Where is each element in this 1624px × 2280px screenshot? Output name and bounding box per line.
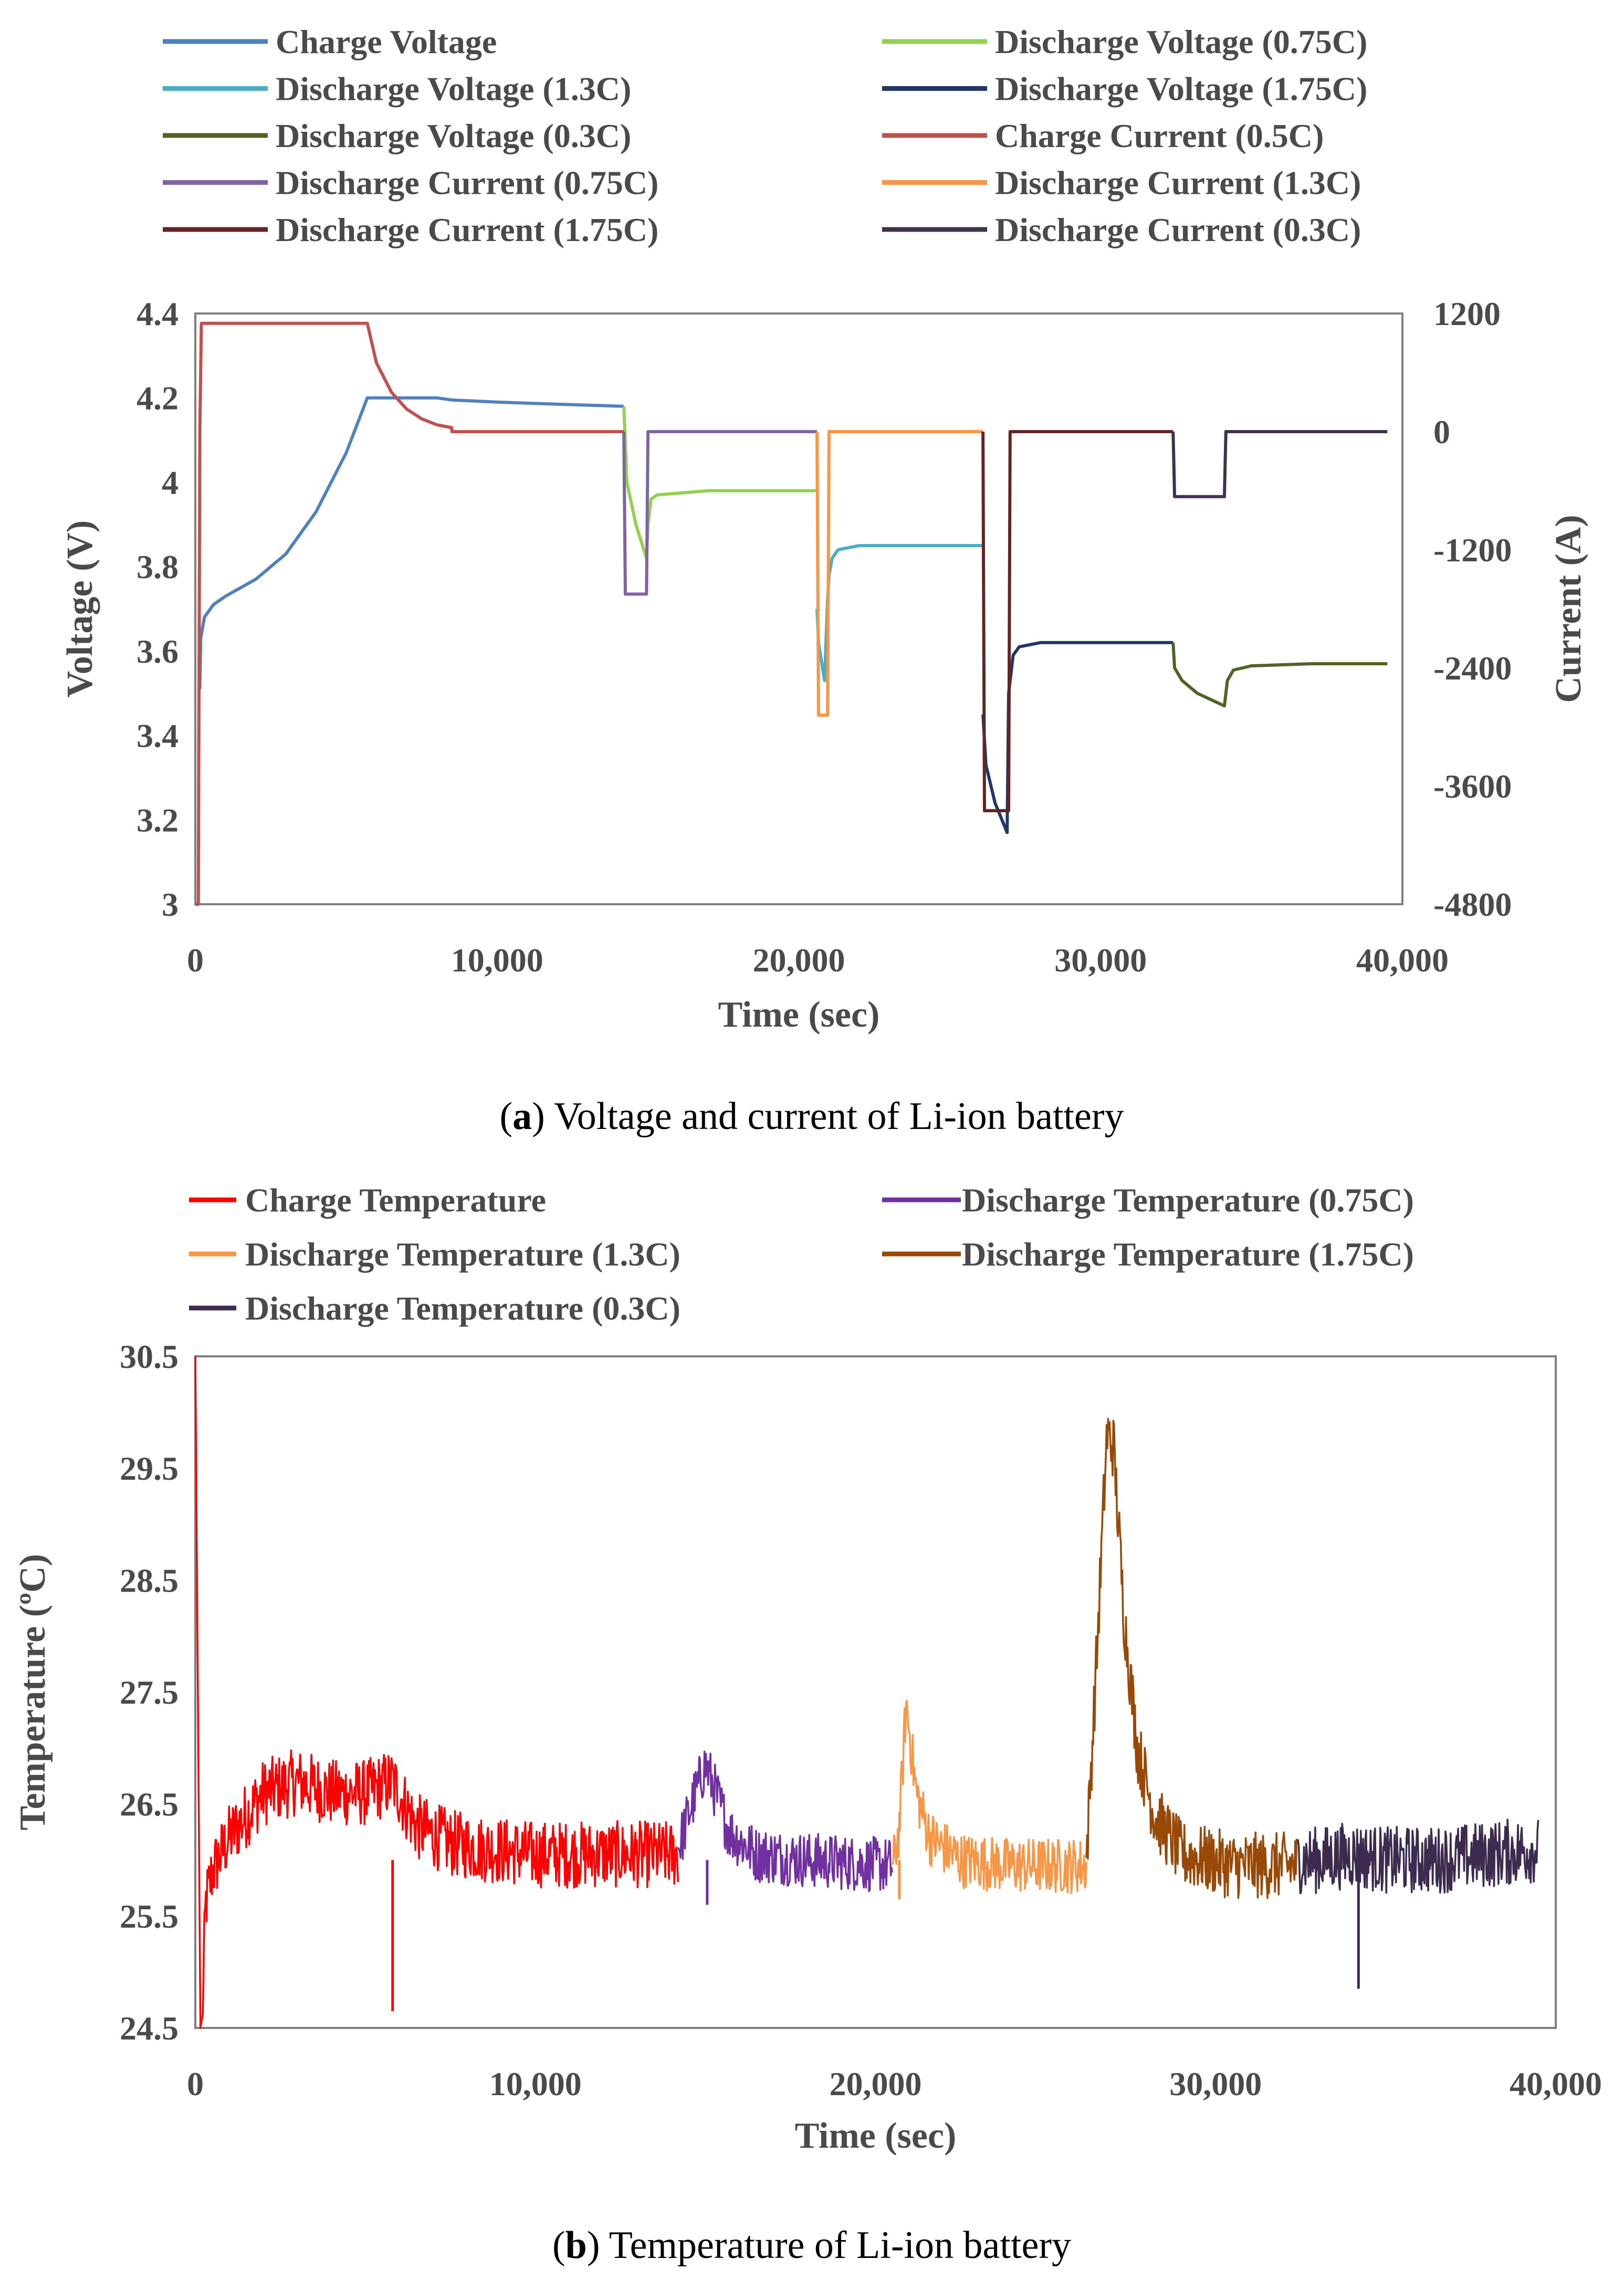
y-tick-label: 3.6: [137, 633, 179, 670]
y-axis-title: Voltage (V): [60, 520, 100, 698]
x-axis-title: Time (sec): [718, 995, 880, 1035]
legend-label: Charge Temperature: [245, 1181, 546, 1219]
legend-label: Discharge Voltage (0.75C): [995, 23, 1367, 60]
series-line: [622, 430, 817, 596]
x-tick-label: 20,000: [753, 942, 845, 979]
y2-tick-label: -3600: [1433, 768, 1512, 805]
y-tick-label: 29.5: [120, 1450, 179, 1487]
y-tick-label: 30.5: [120, 1338, 179, 1375]
legend-label: Discharge Temperature (0.75C): [962, 1181, 1414, 1219]
legend-label: Discharge Voltage (0.3C): [276, 117, 631, 154]
y2-tick-label: 0: [1433, 413, 1450, 451]
y-tick-label: 3: [162, 886, 179, 923]
legend-label: Discharge Voltage (1.75C): [995, 70, 1367, 108]
y2-axis-title: Current (A): [1548, 515, 1589, 703]
legend-label: Discharge Current (0.75C): [276, 164, 658, 202]
y-tick-label: 3.2: [137, 801, 179, 839]
series-line: [1171, 642, 1388, 708]
y-tick-label: 3.8: [137, 548, 179, 585]
y2-tick-label: 1200: [1433, 295, 1501, 332]
y-tick-label: 27.5: [120, 1674, 179, 1711]
y2-tick-label: -4800: [1433, 886, 1512, 923]
legend-label: Discharge Temperature (1.75C): [962, 1236, 1414, 1273]
legend-label: Charge Current (0.5C): [995, 117, 1324, 154]
y-tick-label: 28.5: [120, 1562, 179, 1599]
caption-b: (b) Temperature of Li-ion battery: [552, 2224, 1071, 2267]
caption-text: ) Temperature of Li-ion battery: [587, 2224, 1071, 2267]
series-line: [1085, 1418, 1298, 1899]
x-tick-label: 20,000: [830, 2065, 922, 2103]
caption-a: (a) Voltage and current of Li-ion batter…: [499, 1095, 1124, 1138]
plot-frame: [194, 1355, 1557, 2029]
series-line: [981, 430, 1174, 812]
caption-open: (: [499, 1095, 512, 1138]
series-line: [892, 1699, 1087, 1895]
y-tick-label: 25.5: [120, 1898, 179, 1935]
legend-label: Discharge Current (1.75C): [276, 211, 658, 248]
chart-b: Charge Temperature Discharge Temperature …: [13, 1181, 1602, 2267]
caption-open: (: [552, 2224, 565, 2267]
x-tick-label: 30,000: [1169, 2065, 1262, 2103]
y-axis-title: Temperature (ºC): [13, 1554, 53, 1831]
caption-label: a: [512, 1095, 532, 1138]
y-tick-label: 3.4: [137, 717, 179, 755]
y-tick-label: 24.5: [120, 2010, 179, 2047]
legend-label: Charge Voltage: [276, 23, 497, 60]
x-tick-label: 30,000: [1054, 942, 1147, 979]
legend-label: Discharge Current (1.3C): [995, 164, 1361, 202]
series-line: [622, 406, 817, 560]
y2-tick-label: -2400: [1433, 650, 1512, 687]
y-tick-label: 4.2: [137, 380, 179, 417]
x-tick-label: 40,000: [1510, 2065, 1602, 2103]
series-line: [1297, 1818, 1539, 1895]
y-tick-label: 26.5: [120, 1786, 179, 1823]
x-tick-label: 10,000: [451, 942, 543, 979]
x-tick-label: 10,000: [489, 2065, 582, 2103]
y-tick-label: 4: [162, 464, 179, 501]
legend-label: Discharge Temperature (1.3C): [245, 1236, 680, 1273]
series-line: [677, 1750, 894, 1892]
x-tick-label: 0: [187, 942, 204, 979]
x-axis-title: Time (sec): [795, 2116, 957, 2156]
series-line: [815, 544, 983, 683]
caption-text: ) Voltage and current of Li-ion battery: [532, 1095, 1124, 1138]
plot-frame: [194, 312, 1403, 905]
series-line: [198, 396, 624, 689]
y2-tick-label: -1200: [1433, 531, 1512, 569]
series-line: [194, 1356, 679, 2029]
legend-label: Discharge Temperature (0.3C): [245, 1290, 680, 1327]
caption-label: b: [565, 2224, 587, 2267]
y-tick-label: 4.4: [137, 295, 179, 332]
series-line: [981, 641, 1174, 834]
legend-label: Discharge Voltage (1.3C): [276, 70, 631, 108]
legend-label: Discharge Current (0.3C): [995, 211, 1361, 248]
series-line: [195, 321, 624, 906]
x-tick-label: 40,000: [1356, 942, 1449, 979]
x-tick-label: 0: [187, 2065, 204, 2103]
chart-a: Charge Voltage Discharge Voltage (0.75C) D…: [60, 23, 1589, 1138]
series-line: [1171, 430, 1388, 498]
series-line: [815, 430, 983, 717]
